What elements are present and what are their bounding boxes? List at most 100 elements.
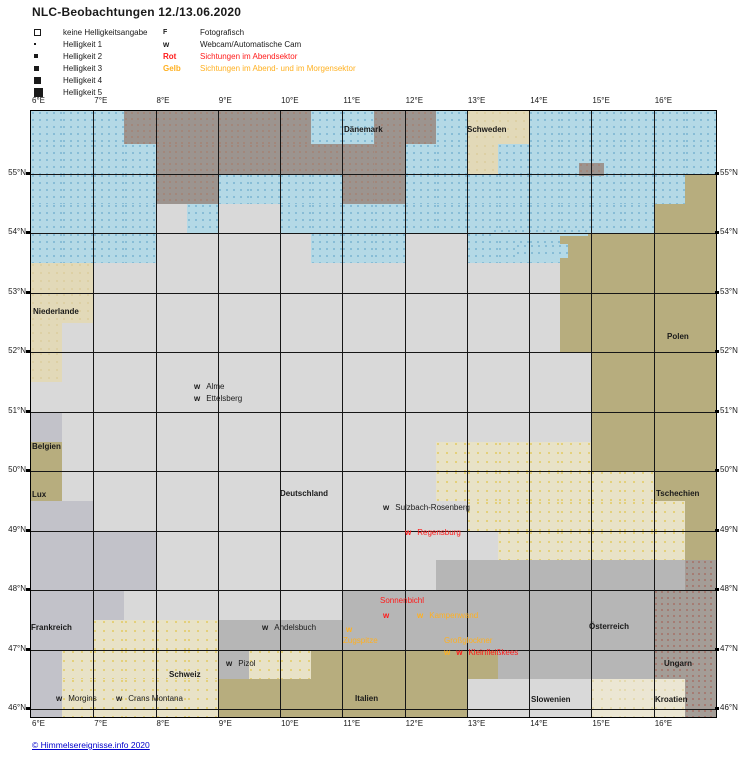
country-label-italien: Italien [355,694,379,703]
map-cell-light-gray-land [311,263,344,294]
map-cell-sea [529,174,561,205]
map-cell-france-gray [93,530,126,562]
station-label: w Ettelsberg [194,394,242,403]
map-cell-khaki-land [622,292,655,324]
station-label: w w Kleinfleißkees [444,648,518,657]
map-cell-light-gray-land [529,263,561,294]
map-cell-khaki-land [31,471,63,502]
map-cell-light-gray-land [404,560,437,591]
map-cell-light-gray-land [404,233,437,264]
footer-link[interactable]: © Himmelsereignisse.info 2020 [32,740,150,750]
station-name: Kleinfleißkees [468,648,519,657]
map-cell-light-gray-land [93,322,126,354]
map-cell-light-gray-land [373,441,406,472]
map-cell-dark-dotted-gray [653,590,686,621]
country-label-dnemark: Dänemark [344,125,383,134]
map-cell-light-gray-land [248,560,281,591]
station-name: Morgins [68,694,97,703]
map-cell-khaki-land [591,382,624,413]
map-cell-light-gray-land [342,500,375,532]
axis-tick-right [715,409,719,413]
map-cell-light-gray-land [373,560,406,591]
map-cell-light-gray-land [93,471,126,502]
map-cell-france-gray [93,590,126,621]
map-cell-sea [124,144,157,175]
map-cell-alps-gray [622,590,655,621]
map-cell-light-gray-land [404,382,437,413]
station-name: Andelsbuch [274,623,317,632]
map-cell-sea [466,233,499,264]
map-cell-pale-dotted-land [466,500,499,532]
map-cell-denmark-gray [373,144,406,175]
map-cell-light-gray-land [342,292,375,324]
map-cell-light-gray-land [280,233,312,264]
map-cell-light-gray-land [280,352,312,383]
map-cell-khaki-land [684,382,716,413]
map-cell-light-gray-land [342,352,375,383]
map-cell-light-gray-land [373,411,406,443]
map-cell-khaki-land [404,649,437,681]
graticule-meridian [342,111,344,717]
map-cell-sea [124,203,157,235]
axis-label-right: 53°N [720,286,738,296]
map-cell-khaki-land [591,352,624,383]
map-cell-khaki-land [622,411,655,443]
station-label: w [346,625,352,634]
axis-label-right: 51°N [720,405,738,415]
map-cell-denmark-gray [217,111,250,145]
map-cell-sea [31,203,63,235]
map-cell-tan-land [31,322,63,354]
map-cell-khaki-land [653,233,686,264]
map-cell-sea [466,203,499,235]
map-cell-khaki-land [435,649,468,681]
map-cell-khaki-land [217,679,250,717]
map-cell-pale-dotted-land [186,679,219,717]
map-cell-sea [342,203,375,235]
map-cell-denmark-gray [342,144,375,175]
axis-tick-right [715,588,719,592]
station-label: w Kampenwand [417,611,478,620]
map-cell-light-gray-land [404,441,437,472]
map-cell-light-gray-land [124,411,157,443]
map-cell-sea [373,233,406,264]
map-cell-sea [186,203,219,235]
map-cell-alps-gray [560,560,593,591]
map-cell-france-gray [93,560,126,591]
station-name: Crans Montana [128,694,183,703]
map-cell-sea [622,203,655,235]
station-label: w Andelsbuch [262,623,316,632]
map-cell-light-gray-land [155,292,188,324]
graticule-parallel [31,471,716,473]
legend-brightness-label: Helligkeit 2 [63,51,103,61]
country-label-belgien: Belgien [32,442,61,451]
legend-code-label: Sichtungen im Abendsektor [200,51,298,61]
map-cell-alps-gray [560,590,593,621]
map-cell-sea [124,174,157,205]
map-cell-light-gray-land [466,411,499,443]
brightness-symbol [34,28,41,36]
map-cell-khaki-land [591,411,624,443]
map-cell-pale-dotted-land [622,530,655,562]
map-cell-khaki-land [684,203,716,235]
map-cell-pale-dotted-land [124,679,157,717]
map-cell-khaki-land [684,233,716,264]
graticule-parallel [31,411,716,413]
country-label-deutschland: Deutschland [280,489,329,498]
map-cell-alps-gray [622,619,655,651]
map-cell-light-gray-land [186,530,219,562]
map-cell-light-gray-land [560,352,593,383]
map-cell-sea [311,111,344,145]
graticule-parallel [31,233,716,235]
axis-label-left: 48°N [8,584,26,594]
graticule-parallel [31,530,716,532]
map-cell-alps-gray [591,590,624,621]
map-cell-alps-gray [342,590,375,621]
map-cell-light-gray-land [529,411,561,443]
country-label-slowenien: Slowenien [531,695,571,704]
map-cell-light-gray-land [435,233,468,264]
map-cell-khaki-land [311,679,344,717]
webcam-marker: w [194,394,201,403]
map-cell-pale-dotted-land [498,530,530,562]
map-cell-khaki-land [280,679,312,717]
map-cell-alps-gray [498,590,530,621]
